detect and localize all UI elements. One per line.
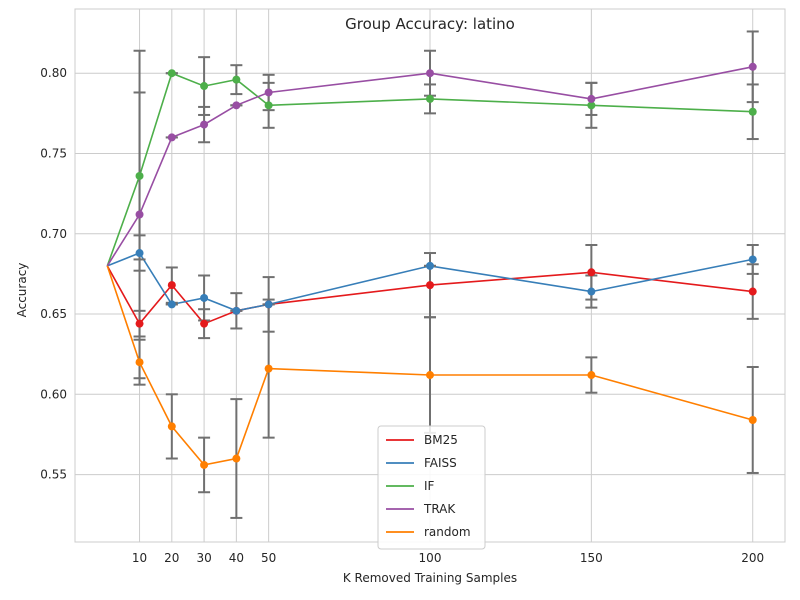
data-point-if	[264, 101, 273, 110]
data-point-if	[135, 171, 144, 180]
legend-item-random: random	[386, 525, 471, 539]
data-point-faiss	[264, 300, 273, 309]
legend-label: BM25	[424, 433, 458, 447]
legend-item-if: IF	[386, 479, 435, 493]
data-point-bm25	[135, 319, 144, 328]
data-point-trak	[587, 94, 596, 103]
x-tick-label: 30	[196, 551, 211, 565]
data-point-if	[587, 101, 596, 110]
data-point-random	[748, 415, 757, 424]
y-tick-label: 0.65	[40, 307, 67, 321]
x-tick-label: 50	[261, 551, 276, 565]
data-point-if	[426, 94, 434, 103]
y-tick-label: 0.70	[40, 227, 67, 241]
data-point-random	[426, 371, 434, 380]
y-axis-label: Accuracy	[15, 263, 29, 318]
data-point-faiss	[426, 261, 434, 270]
y-tick-label: 0.60	[40, 387, 67, 401]
legend-label: FAISS	[424, 456, 457, 470]
y-tick-label: 0.55	[40, 468, 67, 482]
data-point-faiss	[748, 255, 757, 264]
x-axis-ticks: 10 20 30 40 50 100 150 200	[132, 551, 764, 565]
data-point-if	[200, 82, 209, 91]
data-point-bm25	[167, 281, 176, 290]
data-point-random	[264, 364, 273, 373]
data-point-faiss	[167, 300, 176, 309]
legend-box	[377, 425, 486, 550]
data-point-random	[200, 460, 209, 469]
data-point-random	[232, 454, 241, 463]
data-point-trak	[426, 69, 434, 78]
y-axis-ticks: 0.55 0.60 0.65 0.70 0.75 0.80	[40, 66, 67, 481]
data-point-random	[167, 422, 176, 431]
data-point-faiss	[200, 293, 209, 302]
x-tick-label: 20	[164, 551, 179, 565]
data-point-if	[748, 107, 757, 116]
data-point-trak	[135, 210, 144, 219]
legend: BM25 FAISS IF TRAK random	[377, 425, 486, 550]
data-point-trak	[167, 133, 176, 142]
data-point-faiss	[135, 249, 144, 258]
data-point-trak	[264, 88, 273, 97]
data-point-faiss	[587, 287, 596, 296]
legend-label: IF	[424, 479, 435, 493]
data-point-random	[587, 371, 596, 380]
marker-layer	[135, 62, 757, 469]
y-tick-label: 0.80	[40, 66, 67, 80]
legend-item-bm25: BM25	[386, 433, 458, 447]
data-point-if	[232, 75, 241, 84]
data-point-random	[135, 358, 144, 367]
x-axis-label: K Removed Training Samples	[343, 571, 517, 585]
data-point-trak	[232, 101, 241, 110]
data-point-trak	[748, 62, 757, 71]
data-point-faiss	[232, 306, 241, 315]
legend-item-faiss: FAISS	[386, 456, 457, 470]
x-tick-label: 200	[741, 551, 764, 565]
data-point-bm25	[748, 287, 757, 296]
x-tick-label: 150	[580, 551, 603, 565]
x-tick-label: 40	[229, 551, 244, 565]
legend-item-trak: TRAK	[386, 502, 456, 516]
data-point-bm25	[200, 319, 209, 328]
data-point-bm25	[587, 268, 596, 277]
y-tick-label: 0.75	[40, 146, 67, 160]
x-tick-label: 10	[132, 551, 147, 565]
chart-title: Group Accuracy: latino	[345, 15, 515, 33]
data-point-bm25	[426, 281, 434, 290]
data-point-if	[167, 69, 176, 78]
data-point-trak	[200, 120, 209, 129]
x-tick-label: 100	[419, 551, 442, 565]
legend-label: random	[424, 525, 471, 539]
legend-label: TRAK	[423, 502, 456, 516]
